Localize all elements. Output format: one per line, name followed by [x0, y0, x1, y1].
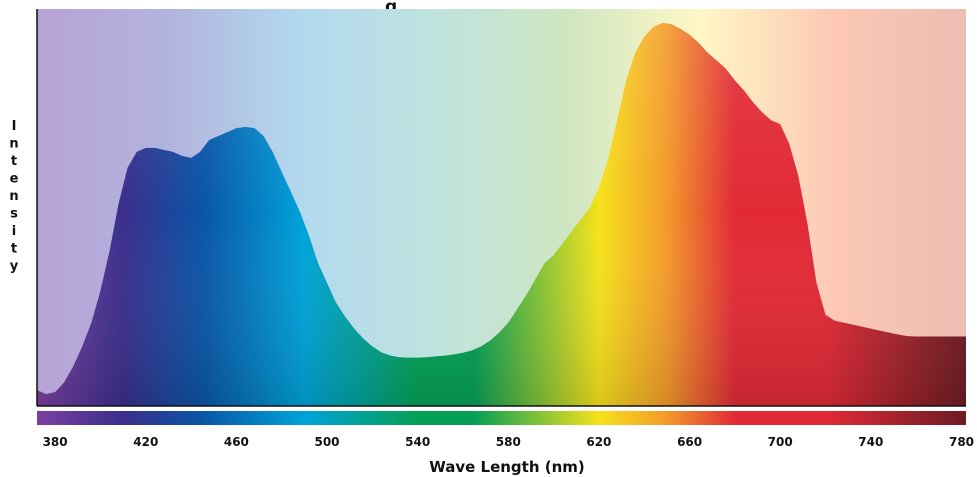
y-axis-label-letter: t — [11, 154, 17, 169]
x-tick-label: 500 — [314, 435, 339, 449]
x-tick-label: 700 — [768, 435, 793, 449]
x-tick-label: 540 — [405, 435, 430, 449]
y-axis-label-letter: e — [10, 172, 19, 187]
x-axis-label: Wave Length (nm) — [429, 458, 585, 476]
y-axis-label-letter: n — [9, 137, 18, 152]
y-axis-label-letter: s — [10, 207, 18, 222]
spectrum-area-shading — [37, 22, 966, 407]
x-tick-label: 580 — [496, 435, 521, 449]
x-tick-label: 420 — [133, 435, 158, 449]
x-tick-label: 460 — [224, 435, 249, 449]
y-axis-label-letter: i — [12, 224, 16, 239]
x-tick-label: 620 — [586, 435, 611, 449]
x-tick-labels: 380 420 460 500 540 580 620 660 700 740 780 — [43, 435, 974, 449]
y-axis-label-letter: I — [12, 119, 17, 134]
spectrum-color-bar — [37, 411, 966, 425]
x-tick-label: 380 — [43, 435, 68, 449]
y-axis-label-letter: t — [11, 242, 17, 257]
x-tick-label: 740 — [858, 435, 883, 449]
y-axis-label-letter: y — [10, 259, 19, 274]
x-tick-label: 660 — [677, 435, 702, 449]
y-axis-label-letter: n — [9, 189, 18, 204]
x-tick-label: 780 — [949, 435, 974, 449]
